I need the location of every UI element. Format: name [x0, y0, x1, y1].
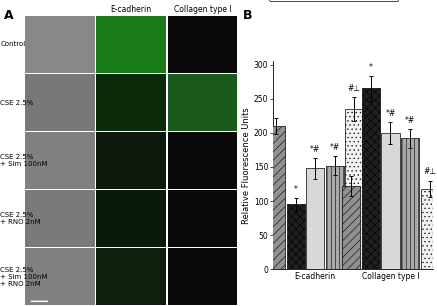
Text: #⊥: #⊥	[348, 84, 361, 93]
Y-axis label: Relative Fluorescence Units: Relative Fluorescence Units	[242, 107, 251, 224]
Text: #⊥: #⊥	[423, 167, 436, 177]
Text: B: B	[243, 9, 252, 22]
FancyBboxPatch shape	[168, 16, 237, 73]
Text: *: *	[369, 63, 373, 72]
Text: CSE 2.5%: CSE 2.5%	[0, 99, 34, 106]
FancyBboxPatch shape	[168, 132, 237, 189]
Bar	[342, 186, 361, 269]
FancyBboxPatch shape	[25, 248, 94, 305]
Text: Collagen type I: Collagen type I	[173, 5, 231, 14]
Text: *#: *#	[329, 143, 340, 152]
Bar	[306, 168, 324, 269]
FancyBboxPatch shape	[168, 74, 237, 131]
Text: *#: *#	[310, 145, 320, 154]
Text: CSE 2.5%
+ RNO 2nM: CSE 2.5% + RNO 2nM	[0, 212, 41, 225]
Text: CSE 2.5%
+ Sim 100nM: CSE 2.5% + Sim 100nM	[0, 154, 48, 167]
FancyBboxPatch shape	[96, 132, 166, 189]
Bar	[382, 133, 399, 269]
FancyBboxPatch shape	[96, 16, 166, 73]
Text: *#: *#	[385, 109, 395, 118]
Text: CSE 2.5%
+ Sim 100nM
+ RNO 2nM: CSE 2.5% + Sim 100nM + RNO 2nM	[0, 267, 48, 287]
Bar	[401, 138, 419, 269]
Bar	[420, 189, 437, 269]
Text: *: *	[294, 185, 298, 194]
FancyBboxPatch shape	[168, 190, 237, 247]
FancyBboxPatch shape	[25, 132, 94, 189]
Bar	[362, 88, 380, 269]
Bar	[345, 109, 364, 269]
FancyBboxPatch shape	[96, 74, 166, 131]
Bar	[267, 126, 285, 269]
Legend: Control, CSE 2.5%, CSE + Sim 100nM, CSE + RNO 2nM, CSE + Sim 100nM + RNO 2nM: Control, CSE 2.5%, CSE + Sim 100nM, CSE …	[269, 0, 399, 1]
Bar	[326, 166, 344, 269]
Text: Control: Control	[0, 41, 26, 47]
Text: E-cadherin: E-cadherin	[111, 5, 152, 14]
Text: *#: *#	[405, 116, 415, 125]
Bar	[287, 204, 305, 269]
FancyBboxPatch shape	[96, 248, 166, 305]
FancyBboxPatch shape	[25, 74, 94, 131]
FancyBboxPatch shape	[96, 190, 166, 247]
Text: A: A	[4, 9, 14, 22]
FancyBboxPatch shape	[25, 190, 94, 247]
FancyBboxPatch shape	[168, 248, 237, 305]
FancyBboxPatch shape	[25, 16, 94, 73]
